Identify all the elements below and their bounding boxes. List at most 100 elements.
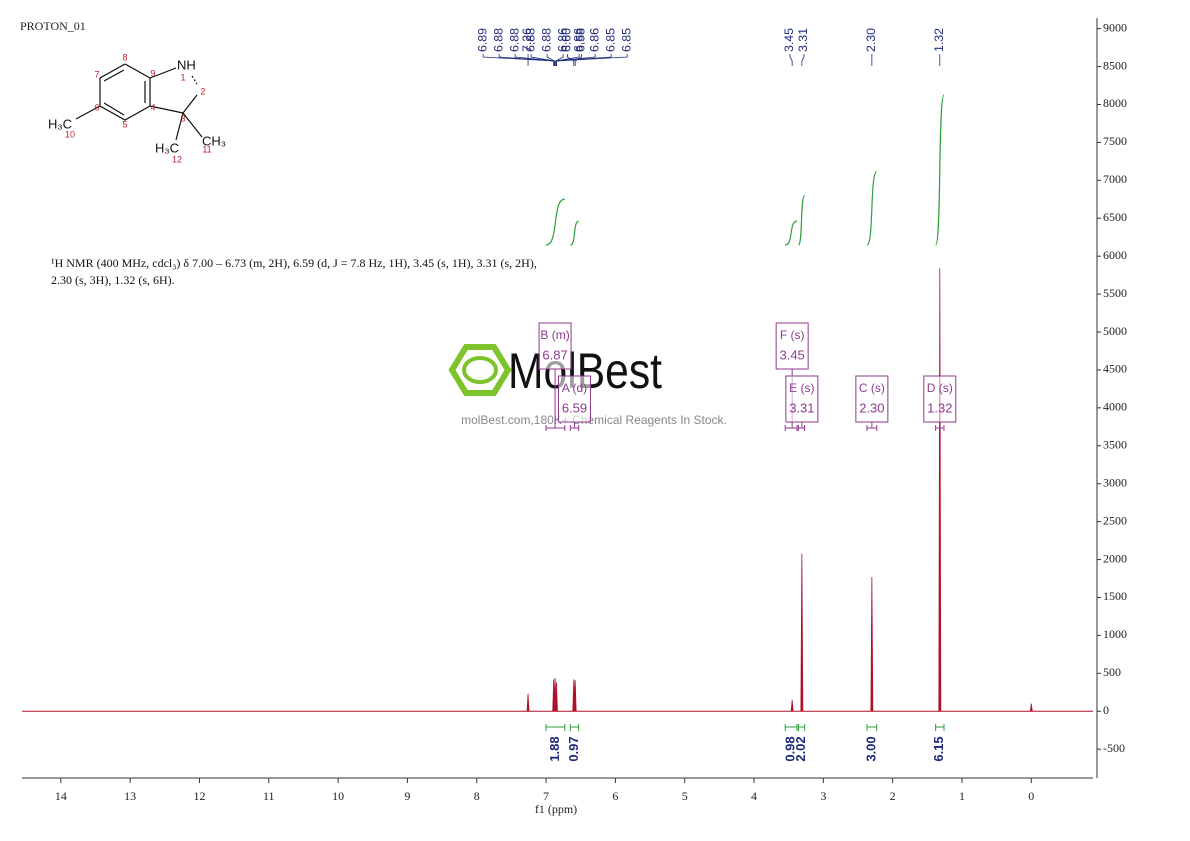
integral-label: 0.98 — [783, 736, 798, 761]
multiplet-range — [935, 425, 945, 431]
x-tick-label: 14 — [55, 789, 67, 803]
multiplet-range — [784, 425, 798, 431]
x-tick-label: 0 — [1028, 789, 1034, 803]
peak-label-connector — [801, 54, 805, 66]
multiplet-range — [569, 425, 580, 431]
integral-curve — [570, 220, 579, 246]
multiplet-shift: 6.87 — [542, 347, 567, 362]
integral-curve — [935, 94, 945, 246]
atom-number: 4 — [150, 102, 155, 112]
atom-number: 1 — [180, 72, 185, 82]
multiplet-label: B (m) — [540, 328, 569, 342]
multiplet-label: E (s) — [789, 381, 814, 395]
y-tick-label: 500 — [1103, 665, 1121, 679]
multiplet-shift: 2.30 — [859, 400, 884, 415]
peak-label: 6.89 — [475, 28, 489, 52]
integral-bracket — [569, 724, 580, 731]
y-tick-label: 1500 — [1103, 589, 1127, 603]
peak — [938, 268, 942, 712]
integral-bracket — [545, 724, 566, 731]
peak-label: 6.88 — [539, 28, 553, 52]
atom-number: 8 — [122, 52, 127, 62]
y-tick-label: 7500 — [1103, 134, 1127, 148]
x-tick-label: 5 — [682, 789, 688, 803]
integral-bracket — [935, 724, 945, 731]
y-tick-label: 6000 — [1103, 248, 1127, 262]
integral-bracket — [784, 724, 798, 731]
y-tick-label: -500 — [1103, 741, 1125, 755]
multiplet-label: F (s) — [780, 328, 805, 342]
atom-number: 2 — [200, 86, 205, 96]
multiplet-box — [855, 375, 889, 423]
integral-label: 6.15 — [931, 736, 946, 761]
peak — [573, 680, 577, 712]
structure — [75, 63, 203, 141]
double-bond — [103, 102, 125, 116]
atom-number: 7 — [94, 69, 99, 79]
y-tick-label: 3000 — [1103, 475, 1127, 489]
multiplet-shift: 1.32 — [927, 400, 952, 415]
peak-label-connector — [546, 54, 555, 66]
peak-label: 6.58 — [574, 28, 588, 52]
atom-number: 12 — [172, 154, 182, 164]
y-tick-label: 3500 — [1103, 438, 1127, 452]
y-tick-label: 8000 — [1103, 96, 1127, 110]
peak — [555, 682, 558, 712]
bond — [75, 105, 101, 120]
integral-curve — [785, 220, 798, 246]
bond — [182, 94, 198, 114]
x-axis-label: f1 (ppm) — [535, 802, 577, 816]
multiplet-box — [923, 375, 957, 423]
multiplet-label: D (s) — [927, 381, 953, 395]
watermark-tagline: molBest.com,180K+ Chemical Reagents In S… — [461, 413, 727, 427]
y-tick-label: 0 — [1103, 703, 1109, 717]
integral-label: 2.02 — [793, 736, 808, 761]
atom-number: 6 — [94, 102, 99, 112]
multiplet-box — [775, 322, 809, 370]
bond — [175, 112, 184, 141]
y-tick-label: 8500 — [1103, 58, 1127, 72]
watermark-logo — [448, 344, 512, 396]
peak-label-connector — [574, 54, 582, 66]
x-tick-label: 12 — [193, 789, 205, 803]
peak-label: 2.30 — [864, 28, 878, 52]
peak-label: 6.60 — [560, 28, 574, 52]
description-line: 2.30 (s, 3H), 1.32 (s, 6H). — [51, 273, 175, 287]
y-tick-label: 4000 — [1103, 400, 1127, 414]
multiplet-box — [538, 322, 572, 370]
multiplet-range — [866, 425, 878, 431]
peak-label: 6.86 — [587, 28, 601, 52]
multiplet-label: C (s) — [859, 381, 885, 395]
peak — [526, 693, 530, 712]
bond — [191, 75, 198, 85]
x-tick-label: 10 — [332, 789, 344, 803]
multiplet-shift: 3.31 — [789, 400, 814, 415]
integral-label: 3.00 — [863, 736, 878, 761]
atom-number: 10 — [65, 129, 75, 139]
multiplet-box — [785, 375, 819, 423]
bond — [149, 67, 177, 79]
x-tick-label: 4 — [751, 789, 757, 803]
y-tick-label: 6500 — [1103, 210, 1127, 224]
bond — [149, 105, 184, 114]
peak-label: 6.88 — [507, 28, 521, 52]
y-tick-label: 5000 — [1103, 324, 1127, 338]
atom-label: CH₃ — [202, 133, 226, 148]
y-tick-label: 5500 — [1103, 286, 1127, 300]
x-tick-label: 7 — [543, 789, 549, 803]
multiplet-shift: 3.45 — [779, 347, 804, 362]
peak-label-connector — [556, 54, 612, 66]
peak-label-connector — [482, 54, 555, 66]
atom-number: 5 — [122, 119, 127, 129]
x-tick-label: 1 — [959, 789, 965, 803]
multiplet-range — [545, 425, 566, 431]
x-tick-label: 13 — [124, 789, 136, 803]
peak-label: 6.88 — [491, 28, 505, 52]
bond — [182, 112, 203, 138]
atom-label: NH — [177, 57, 196, 72]
peak — [1029, 703, 1033, 712]
description-line: ¹H NMR (400 MHz, cdcl₃) δ 7.00 – 6.73 (m… — [51, 256, 537, 270]
integral-bracket — [797, 724, 806, 731]
atom-label: H₃C — [48, 116, 72, 131]
